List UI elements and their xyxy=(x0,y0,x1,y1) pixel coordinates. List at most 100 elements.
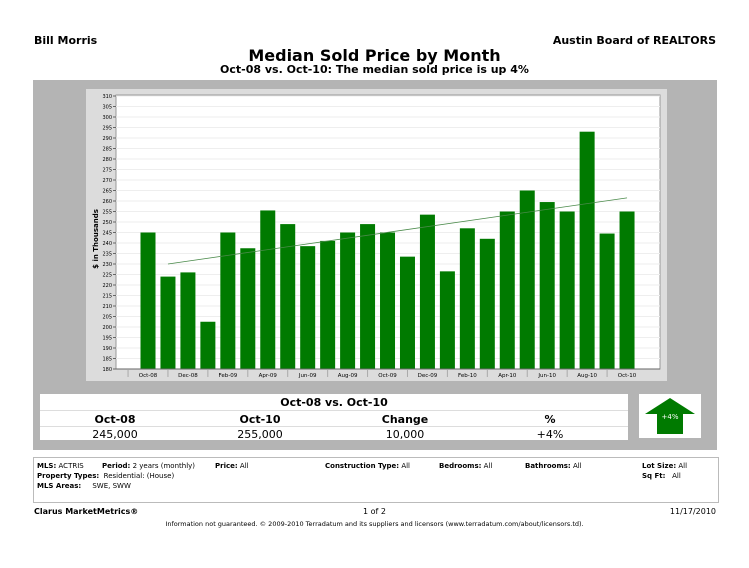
y-tick-label: 205 xyxy=(102,315,112,321)
summary-value: +4% xyxy=(536,428,564,441)
bar-May-10 xyxy=(519,190,535,369)
ptype-value: Residential: (House) xyxy=(103,472,175,480)
bar-Dec-08 xyxy=(180,272,196,369)
x-tick-label: Oct-09 xyxy=(378,373,397,379)
y-tick-label: 190 xyxy=(102,346,112,352)
x-tick-label: Oct-10 xyxy=(618,373,637,379)
summary-value: 255,000 xyxy=(237,428,283,441)
y-tick-label: 285 xyxy=(102,147,112,153)
y-tick-label: 230 xyxy=(102,262,112,268)
y-tick-label: 240 xyxy=(102,241,112,247)
bedrooms-label: Bedrooms: xyxy=(439,462,482,470)
agent-name: Bill Morris xyxy=(34,34,98,47)
summary-value: 245,000 xyxy=(92,428,138,441)
y-tick-label: 195 xyxy=(102,336,112,342)
sqft-value: All xyxy=(672,472,681,480)
lot-value: All xyxy=(678,462,688,470)
bar-Sep-09 xyxy=(360,224,376,369)
x-tick-label: Oct-08 xyxy=(139,373,158,379)
board-name: Austin Board of REALTORS xyxy=(552,34,716,47)
lot-label: Lot Size: xyxy=(642,462,677,470)
bar-Jan-10 xyxy=(439,271,455,369)
y-tick-label: 220 xyxy=(102,283,112,289)
bar-Mar-09 xyxy=(240,248,256,369)
y-tick-label: 200 xyxy=(102,325,112,331)
bar-Jan-09 xyxy=(200,321,216,369)
chart-area: 180 185 190 195 200 205 210 215 220 225 230 235 240 2… xyxy=(86,89,667,381)
report-date: 11/17/2010 xyxy=(669,507,716,516)
price-label: Price: xyxy=(215,462,238,470)
x-tick-label: Aug-10 xyxy=(577,373,597,379)
ptype-label: Property Types: xyxy=(37,472,100,480)
x-tick-label: Jun-10 xyxy=(537,373,556,379)
bar-Jun-09 xyxy=(300,246,316,369)
areas-value: SWE, SWW xyxy=(92,482,131,490)
y-tick-label: 275 xyxy=(102,168,112,174)
y-axis-label: $ in Thousands xyxy=(92,209,100,269)
mls-label: MLS: xyxy=(37,462,57,470)
construction-value: All xyxy=(401,462,410,470)
period-label: Period: xyxy=(102,462,131,470)
y-tick-label: 280 xyxy=(102,157,112,163)
page-number: 1 of 2 xyxy=(363,507,386,516)
bar-Oct-08 xyxy=(140,232,156,369)
summary-header: Oct-08 xyxy=(94,413,136,426)
summary-header: Change xyxy=(381,413,429,426)
bar-Apr-10 xyxy=(499,211,515,369)
disclaimer: Information not guaranteed. © 2009-2010 … xyxy=(165,520,584,528)
y-tick-label: 255 xyxy=(102,210,112,216)
bar-Apr-09 xyxy=(260,210,276,369)
bar-Oct-10 xyxy=(619,211,635,369)
summary-header: Oct-10 xyxy=(239,413,281,426)
chart-title: Median Sold Price by Month xyxy=(248,46,501,65)
criteria-box: MLS: ACTRIS Period: 2 years (monthly) Pr… xyxy=(33,457,719,503)
bar-Jun-10 xyxy=(539,202,555,369)
chart-subtitle: Oct-08 vs. Oct-10: The median sold price… xyxy=(220,63,529,76)
y-tick-label: 225 xyxy=(102,273,112,279)
summary-header: % xyxy=(544,413,556,426)
y-tick-label: 235 xyxy=(102,252,112,258)
summary-title: Oct-08 vs. Oct-10 xyxy=(280,396,388,409)
bathrooms-label: Bathrooms: xyxy=(525,462,571,470)
bar-Sep-10 xyxy=(599,233,615,369)
bar-Nov-08 xyxy=(160,276,176,369)
price-value: All xyxy=(239,462,249,470)
y-tick-label: 250 xyxy=(102,220,112,226)
bar-Jul-09 xyxy=(320,240,336,369)
y-tick-label: 265 xyxy=(102,189,112,195)
summary-value: 10,000 xyxy=(385,428,425,441)
y-tick-label: 295 xyxy=(102,126,112,132)
bar-Dec-09 xyxy=(419,214,435,369)
y-tick-label: 305 xyxy=(102,105,112,111)
period-value: 2 years (monthly) xyxy=(132,462,196,470)
x-tick-label: Jun-09 xyxy=(298,373,317,379)
y-tick-label: 310 xyxy=(102,94,112,100)
y-tick-label: 180 xyxy=(102,367,112,373)
bar-May-09 xyxy=(280,224,296,369)
bar-Aug-10 xyxy=(579,131,595,369)
y-tick-label: 260 xyxy=(102,199,112,205)
x-tick-label: Aug-09 xyxy=(338,373,358,379)
mls-value: ACTRIS xyxy=(58,462,84,470)
y-tick-label: 290 xyxy=(102,136,112,142)
y-tick-label: 300 xyxy=(102,115,112,121)
x-tick-label: Apr-10 xyxy=(498,373,517,379)
x-tick-label: Dec-08 xyxy=(178,373,198,379)
y-tick-label: 215 xyxy=(102,294,112,300)
bedrooms-value: All xyxy=(483,462,493,470)
bar-Oct-09 xyxy=(380,232,396,369)
bathrooms-value: All xyxy=(572,462,582,470)
y-tick-label: 270 xyxy=(102,178,112,184)
x-tick-label: Feb-09 xyxy=(218,373,237,379)
areas-label: MLS Areas: xyxy=(37,482,82,490)
up-arrow-icon: +4% xyxy=(645,398,695,434)
summary-table: Oct-08 vs. Oct-10 Oct-08 Oct-10 Change %… xyxy=(40,394,628,441)
bar-Feb-09 xyxy=(220,232,236,369)
bar-Nov-09 xyxy=(399,256,415,369)
construction-label: Construction Type: xyxy=(325,462,400,470)
trend-line xyxy=(167,197,628,265)
bar-Aug-09 xyxy=(340,232,356,369)
sqft-label: Sq Ft: xyxy=(642,472,666,480)
bar-Jul-10 xyxy=(559,211,575,369)
x-tick-label: Feb-10 xyxy=(458,373,477,379)
